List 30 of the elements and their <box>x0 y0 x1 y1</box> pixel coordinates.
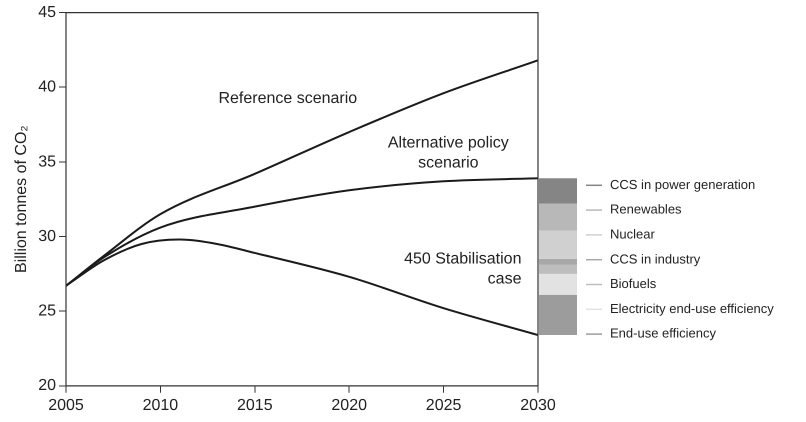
bar <box>539 178 577 204</box>
legend-label: Electricity end-use efficiency <box>610 300 774 316</box>
bar <box>539 204 577 231</box>
x-tick-label: 2030 <box>520 396 556 414</box>
bar <box>539 294 577 336</box>
legend-label: Nuclear <box>610 226 656 242</box>
y-tick-label: 20 <box>38 377 56 394</box>
x-tick-label: 2010 <box>142 396 178 414</box>
series-label: Alternative policy scenario <box>388 134 509 172</box>
series-label: Reference scenario <box>218 90 358 107</box>
x-tick-label: 2015 <box>237 396 273 414</box>
bar <box>539 230 577 259</box>
y-tick-label: 25 <box>38 302 56 320</box>
legend-label: CCS in power generation <box>610 176 756 192</box>
y-tick-label: 45 <box>38 4 56 22</box>
bar <box>539 274 577 295</box>
series-label: 450 Stabilisation case <box>404 250 522 288</box>
x-tick-label: 2005 <box>48 396 84 414</box>
legend-label: Renewables <box>610 202 682 217</box>
y-tick-label: 30 <box>38 228 56 245</box>
bar <box>539 258 577 265</box>
y-tick-label: 35 <box>38 153 56 170</box>
y-axis-title: Billion tonnes of CO₂ <box>13 125 30 274</box>
x-tick-label: 2020 <box>331 396 368 414</box>
bar <box>539 264 577 274</box>
legend-label: End-use efficiency <box>610 326 716 341</box>
y-tick-label: 40 <box>38 78 56 96</box>
legend-label: Biofuels <box>610 276 657 292</box>
legend-label: CCS in industry <box>610 251 701 266</box>
x-tick-label: 2025 <box>426 396 462 414</box>
